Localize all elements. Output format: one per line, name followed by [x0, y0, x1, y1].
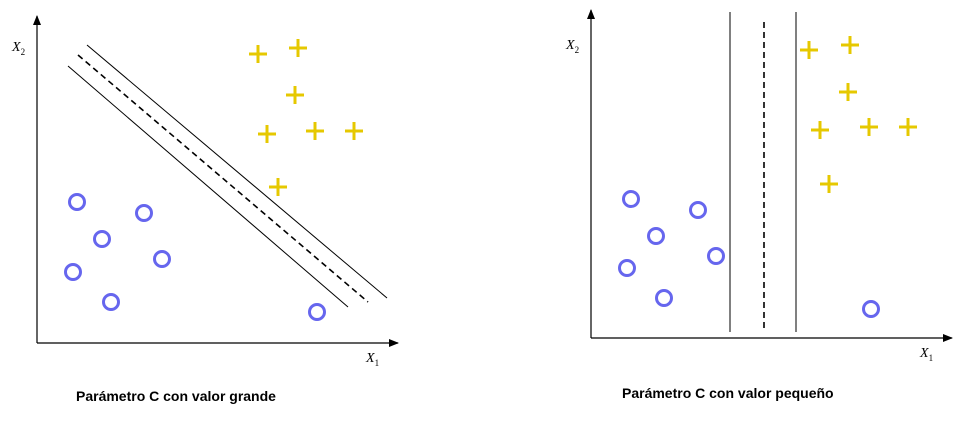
plus-point	[839, 83, 857, 101]
circle-point	[135, 204, 153, 222]
circle-point	[655, 289, 673, 307]
plus-points-left	[249, 39, 363, 196]
plus-point	[249, 45, 267, 63]
panel-left: X2 X1	[11, 15, 399, 368]
plus-point	[345, 122, 363, 140]
plus-point	[841, 36, 859, 54]
plus-points-right	[800, 36, 917, 193]
circle-points-right	[618, 190, 880, 318]
y-axis-label-right: X2	[565, 38, 579, 55]
circle-point	[707, 247, 725, 265]
circle-point	[93, 230, 111, 248]
circle-point	[862, 300, 880, 318]
plus-point	[820, 175, 838, 193]
circle-points-left	[64, 193, 326, 321]
caption-left: Parámetro C con valor grande	[76, 388, 276, 404]
circle-point	[647, 227, 665, 245]
circle-point	[308, 303, 326, 321]
margin-line-upper-left	[86, 44, 388, 299]
plus-point	[811, 121, 829, 139]
plus-point	[800, 41, 818, 59]
x-axis-label-left: X1	[365, 351, 379, 368]
plus-point	[860, 118, 878, 136]
margin-line-lower-left	[67, 65, 349, 308]
y-axis-label-left: X2	[11, 40, 25, 57]
circle-point	[153, 250, 171, 268]
plus-point	[899, 118, 917, 136]
circle-point	[68, 193, 86, 211]
plus-point	[269, 178, 287, 196]
panel-right: X2 X1	[565, 9, 953, 363]
circle-point	[689, 201, 707, 219]
plus-point	[289, 39, 307, 57]
plus-point	[258, 125, 276, 143]
caption-right: Parámetro C con valor pequeño	[622, 385, 834, 401]
circle-point	[618, 259, 636, 277]
plus-point	[306, 122, 324, 140]
plus-point	[286, 86, 304, 104]
circle-point	[64, 263, 82, 281]
circle-point	[102, 293, 120, 311]
circle-point	[622, 190, 640, 208]
x-axis-label-right: X1	[919, 346, 933, 363]
decision-boundary-left	[77, 54, 369, 303]
